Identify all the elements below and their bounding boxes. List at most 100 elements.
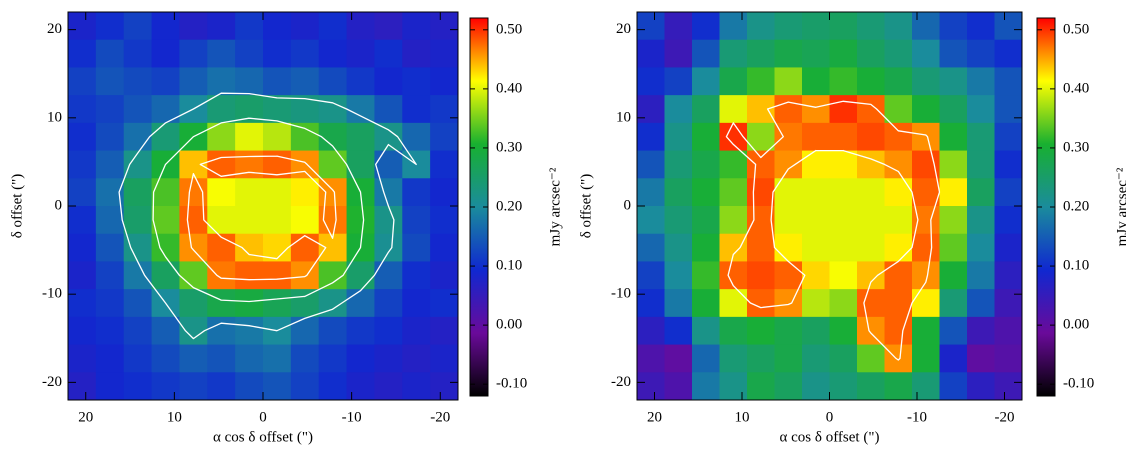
heatmap-cell — [430, 39, 459, 68]
heatmap-cell — [346, 206, 375, 235]
colorbar-tick-label: -0.10 — [1063, 376, 1094, 392]
heatmap-cell — [430, 95, 459, 124]
heatmap-cell — [774, 150, 803, 179]
heatmap-cell — [430, 289, 459, 318]
heatmap-cell — [664, 39, 693, 68]
heatmap-cell — [719, 67, 748, 96]
heatmap-cell — [68, 12, 97, 41]
heatmap-cell — [263, 289, 292, 318]
heatmap-cell — [290, 289, 320, 318]
heatmap-cell — [719, 12, 748, 41]
heatmap-cell — [235, 39, 264, 68]
heatmap-cell — [263, 12, 292, 41]
heatmap-cell — [68, 95, 97, 124]
heatmap-cell — [123, 289, 153, 318]
heatmap-cell — [884, 150, 913, 179]
heatmap-cell — [802, 67, 830, 96]
heatmap-cell — [402, 289, 431, 318]
heatmap-cell — [123, 150, 153, 179]
heatmap-cell — [912, 261, 940, 290]
heatmap-cell — [346, 122, 375, 152]
heatmap-cell — [774, 316, 803, 346]
heatmap-cell — [774, 39, 803, 68]
heatmap-cell — [637, 233, 665, 262]
y-tick-label: -20 — [611, 374, 631, 390]
heatmap-cell — [829, 372, 858, 401]
heatmap-cell — [207, 289, 236, 318]
heatmap-cell — [637, 261, 665, 290]
heatmap-cell — [967, 316, 995, 346]
heatmap-cell — [774, 344, 803, 373]
heatmap-cell — [123, 12, 153, 41]
heatmap-cell — [235, 150, 264, 179]
heatmap-cell — [637, 289, 665, 318]
heatmap-cell — [95, 67, 125, 96]
heatmap-cell — [967, 344, 995, 373]
heatmap-cell — [994, 344, 1023, 373]
heatmap-cell — [235, 12, 264, 41]
heatmap-cell — [747, 67, 775, 96]
heatmap-cell — [235, 67, 264, 96]
y-tick-label: 10 — [47, 109, 62, 125]
heatmap-cell — [774, 12, 803, 41]
colorbar-tick-label: 0.20 — [1063, 198, 1089, 214]
heatmap-cell — [263, 372, 292, 401]
heatmap-cell — [664, 206, 693, 235]
heatmap-cell — [884, 39, 913, 68]
heatmap-cell — [884, 206, 913, 235]
heatmap-cell — [263, 344, 292, 373]
heatmap-cell — [637, 67, 665, 96]
heatmap-cell — [802, 206, 830, 235]
heatmap-cell — [884, 344, 913, 373]
heatmap-cell — [802, 372, 830, 401]
heatmap-cell — [123, 206, 153, 235]
colorbar-tick-label: 0.00 — [1063, 317, 1089, 333]
heatmap-cell — [207, 178, 236, 207]
heatmap-cell — [637, 178, 665, 207]
heatmap-cell — [664, 316, 693, 346]
heatmap-cell — [857, 12, 885, 41]
heatmap-cell — [151, 206, 180, 235]
heatmap-cell — [68, 233, 97, 262]
heatmap-cell — [290, 12, 320, 41]
heatmap-cell — [857, 67, 885, 96]
heatmap-cell — [374, 39, 403, 68]
heatmap-cell — [912, 289, 940, 318]
heatmap-cell — [802, 122, 830, 152]
heatmap-cell — [747, 95, 775, 124]
heatmap-cell — [747, 178, 775, 207]
heatmap-cell — [318, 150, 348, 179]
heatmap-cell — [939, 39, 968, 68]
heatmap-cell — [719, 372, 748, 401]
heatmap-cell — [402, 95, 431, 124]
heatmap-cell — [747, 372, 775, 401]
heatmap-cell — [664, 122, 693, 152]
heatmap-cell — [967, 95, 995, 124]
heatmap-cell — [235, 122, 264, 152]
heatmap-cell — [829, 122, 858, 152]
heatmap-cell — [884, 95, 913, 124]
colorbar-tick-label: 0.20 — [496, 198, 522, 214]
heatmap-cell — [68, 206, 97, 235]
heatmap-cell — [179, 67, 208, 96]
heatmap-cell — [692, 178, 720, 207]
heatmap-cell — [290, 206, 320, 235]
heatmap-cell — [290, 233, 320, 262]
heatmap-cell — [719, 39, 748, 68]
heatmap-cell — [829, 316, 858, 346]
heatmap-cell — [179, 344, 208, 373]
heatmap-cell — [884, 122, 913, 152]
heatmap-cell — [802, 12, 830, 41]
heatmap-cell — [151, 95, 180, 124]
heatmap-cell — [719, 233, 748, 262]
heatmap-cell — [747, 12, 775, 41]
heatmap-cell — [967, 233, 995, 262]
heatmap-cell — [95, 344, 125, 373]
heatmap-cell — [95, 316, 125, 346]
heatmap-cell — [857, 39, 885, 68]
heatmap-cell — [374, 289, 403, 318]
heatmap-cell — [402, 39, 431, 68]
heatmap-cell — [290, 39, 320, 68]
x-axis-label: α cos δ offset (") — [213, 429, 313, 445]
